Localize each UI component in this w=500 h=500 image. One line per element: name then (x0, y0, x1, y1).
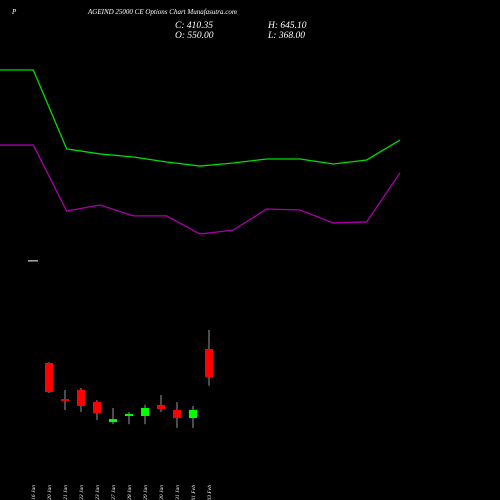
ohlc-close: C: 410.35 (175, 21, 213, 31)
x-tick-label: 28 Jan (127, 485, 133, 500)
title-prefix: P (11, 8, 17, 16)
x-tick-label: 01 Feb (191, 485, 197, 500)
x-tick-label: 27 Jan (111, 485, 117, 500)
candle-body (45, 362, 53, 393)
indicator-line (0, 69, 401, 167)
candle-body (28, 260, 38, 262)
candle-body (157, 404, 165, 409)
x-tick-label: 16 Jan (31, 485, 37, 500)
x-tick-label: 29 Jan (143, 485, 149, 500)
ohlc-high: H: 645.10 (267, 21, 307, 31)
x-tick-label: 20 Jan (47, 485, 53, 500)
ohlc-low: L: 368.00 (267, 31, 305, 41)
candle-body (173, 409, 181, 419)
candle-body (205, 349, 213, 378)
candle-body (189, 409, 197, 419)
ohlc-open: O: 550.00 (175, 31, 214, 41)
x-tick-label: 31 Jan (175, 485, 181, 500)
x-tick-label: 22 Jan (79, 485, 85, 500)
x-tick-label: 03 Feb (207, 485, 213, 500)
candle-body (141, 407, 149, 417)
x-tick-label: 30 Jan (159, 485, 165, 500)
x-tick-label: 23 Jan (95, 485, 101, 500)
candle-body (93, 401, 101, 413)
indicator-line (0, 144, 401, 235)
x-tick-label: 21 Jan (63, 485, 69, 500)
candle-body (109, 419, 117, 423)
candle-body (61, 399, 69, 401)
chart-title: AGEIND 25000 CE Options Chart Munafasutr… (87, 8, 237, 16)
candle-body (77, 389, 85, 406)
candle-body (125, 414, 133, 417)
